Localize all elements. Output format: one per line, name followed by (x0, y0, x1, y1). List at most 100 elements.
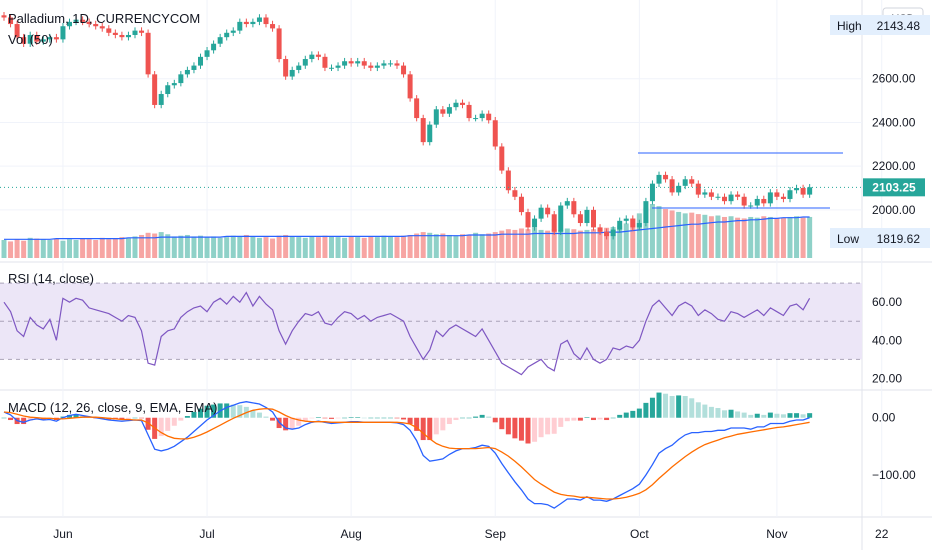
candle-body[interactable] (761, 198, 767, 204)
candle-body[interactable] (649, 183, 655, 202)
candle-body[interactable] (466, 104, 472, 119)
signal-line[interactable] (3, 407, 810, 500)
candle-body[interactable] (767, 192, 773, 204)
candle-body[interactable] (329, 67, 334, 69)
candle-body[interactable] (93, 24, 99, 27)
candle-body[interactable] (1, 15, 7, 18)
candle-body[interactable] (401, 65, 407, 75)
candle-body[interactable] (407, 74, 413, 99)
candle-body[interactable] (545, 207, 551, 215)
candle-body[interactable] (152, 74, 158, 105)
candle-body[interactable] (374, 65, 380, 68)
candle-body[interactable] (263, 17, 269, 25)
candle-body[interactable] (302, 59, 308, 66)
rsi-line[interactable] (3, 291, 811, 376)
candle-body[interactable] (99, 26, 105, 29)
candle-body[interactable] (715, 196, 721, 198)
candle-body[interactable] (702, 192, 708, 195)
candle-body[interactable] (348, 61, 354, 64)
candle-body[interactable] (787, 190, 793, 199)
candle-body[interactable] (695, 183, 701, 195)
candle-body[interactable] (446, 107, 452, 114)
candle-body[interactable] (342, 61, 348, 66)
candle-body[interactable] (722, 196, 727, 202)
candle-body[interactable] (158, 94, 164, 105)
candle-body[interactable] (794, 188, 800, 191)
candle-body[interactable] (387, 63, 393, 65)
candle-body[interactable] (53, 37, 59, 40)
candle-body[interactable] (414, 98, 420, 119)
candle-body[interactable] (112, 32, 118, 35)
candle-body[interactable] (322, 56, 328, 68)
candle-body[interactable] (27, 34, 33, 44)
candle-body[interactable] (623, 218, 629, 221)
candle-body[interactable] (512, 190, 518, 197)
candle-body[interactable] (460, 102, 465, 105)
candle-body[interactable] (191, 65, 197, 70)
candle-body[interactable] (243, 21, 249, 25)
candle-body[interactable] (538, 207, 544, 219)
candle-body[interactable] (551, 214, 557, 232)
candle-body[interactable] (597, 227, 603, 232)
candle-body[interactable] (355, 61, 361, 64)
candle-body[interactable] (40, 39, 46, 42)
candle-body[interactable] (636, 223, 642, 228)
candle-body[interactable] (604, 231, 610, 237)
candle-body[interactable] (106, 28, 112, 33)
candle-body[interactable] (67, 21, 72, 27)
candle-body[interactable] (289, 69, 295, 77)
candle-body[interactable] (591, 209, 596, 228)
candle-body[interactable] (368, 65, 374, 68)
candle-body[interactable] (433, 109, 439, 125)
candle-body[interactable] (47, 37, 53, 40)
candle-body[interactable] (669, 179, 675, 193)
candle-body[interactable] (689, 179, 695, 184)
candle-body[interactable] (276, 28, 282, 60)
candle-body[interactable] (270, 24, 276, 29)
candle-body[interactable] (479, 113, 485, 119)
candle-body[interactable] (453, 102, 459, 108)
candle-body[interactable] (774, 192, 780, 197)
candle-body[interactable] (558, 205, 564, 232)
candle-body[interactable] (296, 65, 302, 70)
candle-body[interactable] (780, 196, 786, 199)
candle-body[interactable] (14, 24, 20, 38)
candle-body[interactable] (735, 194, 741, 197)
candle-body[interactable] (86, 21, 92, 25)
candle-body[interactable] (198, 56, 203, 66)
candle-body[interactable] (577, 214, 583, 224)
candle-body[interactable] (60, 26, 66, 40)
candle-body[interactable] (394, 63, 400, 66)
candle-body[interactable] (34, 34, 40, 42)
candle-body[interactable] (663, 174, 669, 180)
candle-body[interactable] (728, 194, 734, 202)
candle-body[interactable] (335, 65, 341, 68)
candle-body[interactable] (145, 32, 151, 75)
candle-body[interactable] (427, 124, 433, 143)
candle-body[interactable] (807, 187, 813, 195)
candle-body[interactable] (250, 21, 256, 25)
candle-body[interactable] (171, 83, 177, 86)
candle-body[interactable] (217, 37, 223, 44)
candle-body[interactable] (283, 59, 289, 77)
candle-body[interactable] (473, 118, 479, 120)
candle-body[interactable] (630, 218, 636, 228)
candle-body[interactable] (741, 196, 747, 206)
candle-body[interactable] (119, 34, 125, 38)
candle-body[interactable] (656, 174, 662, 184)
candle-body[interactable] (381, 63, 387, 66)
candle-body[interactable] (800, 188, 806, 195)
candle-body[interactable] (525, 212, 531, 228)
candle-body[interactable] (518, 196, 524, 213)
candle-body[interactable] (184, 69, 190, 75)
candle-body[interactable] (643, 201, 649, 224)
candle-body[interactable] (486, 113, 492, 121)
candle-body[interactable] (230, 30, 236, 33)
candle-body[interactable] (125, 34, 131, 38)
candle-body[interactable] (440, 109, 446, 114)
candle-body[interactable] (571, 201, 577, 215)
candle-body[interactable] (361, 61, 367, 66)
candle-body[interactable] (564, 201, 570, 206)
candle-body[interactable] (139, 30, 145, 33)
